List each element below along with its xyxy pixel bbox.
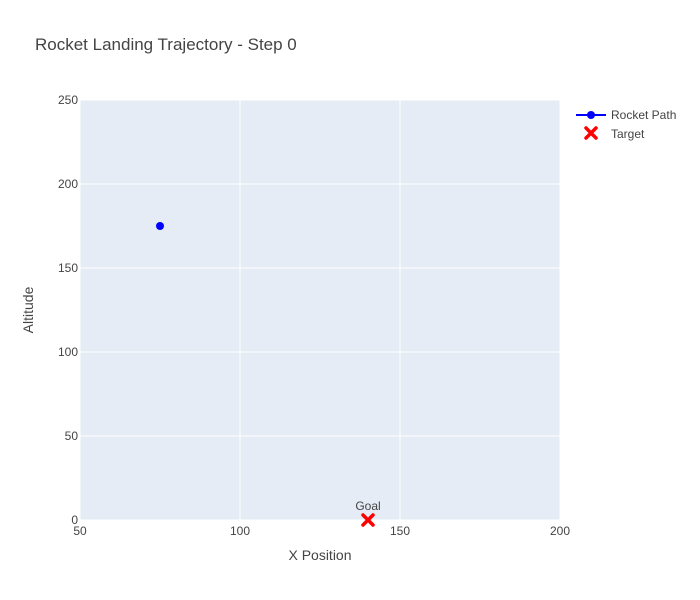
y-axis-title: Altitude	[20, 286, 36, 333]
x-tick-label: 50	[73, 524, 87, 538]
legend-label-target: Target	[611, 127, 645, 141]
x-tick-label: 200	[550, 524, 570, 538]
y-tick-label: 200	[58, 177, 78, 191]
x-tick-labels: 50 100 150 200	[73, 524, 570, 538]
chart-title: Rocket Landing Trajectory - Step 0	[35, 35, 297, 54]
legend-item-target[interactable]: Target	[584, 126, 645, 141]
legend-item-rocket-path[interactable]: Rocket Path	[576, 108, 676, 122]
plot-area	[80, 100, 560, 520]
rocket-path-point	[156, 222, 164, 230]
legend[interactable]: Rocket Path Target	[576, 108, 676, 141]
data-layer: Goal	[156, 222, 381, 527]
target-marker	[361, 513, 375, 527]
y-tick-label: 150	[58, 261, 78, 275]
x-tick-label: 150	[390, 524, 410, 538]
y-tick-labels: 0 50 100 150 200 250	[58, 93, 78, 527]
x-tick-label: 100	[230, 524, 250, 538]
grid-lines	[79, 99, 561, 521]
y-tick-label: 50	[65, 429, 79, 443]
x-axis-title: X Position	[288, 547, 351, 563]
y-tick-label: 100	[58, 345, 78, 359]
goal-annotation: Goal	[355, 499, 380, 513]
legend-label-rocket-path: Rocket Path	[611, 108, 676, 122]
y-tick-label: 0	[71, 513, 78, 527]
legend-rocket-marker	[587, 111, 595, 119]
y-tick-label: 250	[58, 93, 78, 107]
legend-target-marker	[584, 126, 598, 140]
